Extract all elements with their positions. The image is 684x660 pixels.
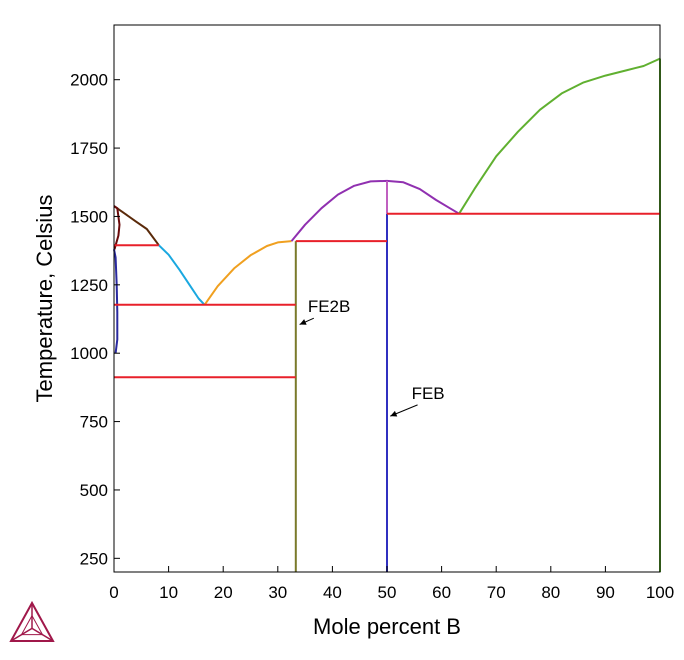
annotations: FE2B FEB bbox=[299, 297, 445, 417]
annotation-label: FEB bbox=[412, 384, 445, 403]
annotation-label: FE2B bbox=[308, 297, 351, 316]
x-axis-label: Mole percent B bbox=[313, 614, 461, 639]
phase-boundary-line bbox=[113, 249, 119, 354]
phase-boundary-line bbox=[290, 179, 460, 242]
phase-boundary-line bbox=[113, 205, 121, 250]
thermo-calc-triangle-logo bbox=[9, 600, 55, 642]
phase-boundary-line bbox=[203, 240, 292, 306]
logo-inner-triangle bbox=[20, 614, 44, 636]
logo-outer-triangle bbox=[9, 600, 55, 642]
x-tick-label: 100 bbox=[646, 583, 674, 602]
y-tick-label: 500 bbox=[80, 481, 108, 500]
annotation-arrowhead bbox=[390, 410, 398, 417]
x-axis-ticks: 0 10 20 30 40 50 60 70 80 90 100 bbox=[109, 566, 674, 602]
phase-boundary-line bbox=[458, 57, 661, 215]
x-tick-label: 0 bbox=[109, 583, 118, 602]
y-tick-label: 1250 bbox=[70, 276, 108, 295]
x-tick-label: 10 bbox=[159, 583, 178, 602]
y-tick-label: 1500 bbox=[70, 207, 108, 226]
y-tick-label: 750 bbox=[80, 413, 108, 432]
y-axis-label: Temperature, Celsius bbox=[32, 195, 57, 403]
x-tick-label: 40 bbox=[323, 583, 342, 602]
phase-boundary-line bbox=[158, 244, 206, 306]
x-tick-label: 20 bbox=[214, 583, 233, 602]
x-tick-label: 60 bbox=[432, 583, 451, 602]
y-tick-label: 1000 bbox=[70, 344, 108, 363]
x-tick-label: 30 bbox=[268, 583, 287, 602]
y-tick-label: 250 bbox=[80, 549, 108, 568]
x-tick-label: 50 bbox=[378, 583, 397, 602]
x-tick-label: 70 bbox=[487, 583, 506, 602]
x-tick-label: 90 bbox=[596, 583, 615, 602]
y-tick-label: 2000 bbox=[70, 71, 108, 90]
x-tick-label: 80 bbox=[541, 583, 560, 602]
y-tick-label: 1750 bbox=[70, 139, 108, 158]
annotation-arrowhead bbox=[299, 319, 307, 325]
y-axis-ticks: 250 500 750 1000 1250 1500 1750 2000 bbox=[70, 71, 120, 568]
phase-boundary-line bbox=[113, 205, 160, 246]
plot-marks bbox=[113, 57, 661, 572]
